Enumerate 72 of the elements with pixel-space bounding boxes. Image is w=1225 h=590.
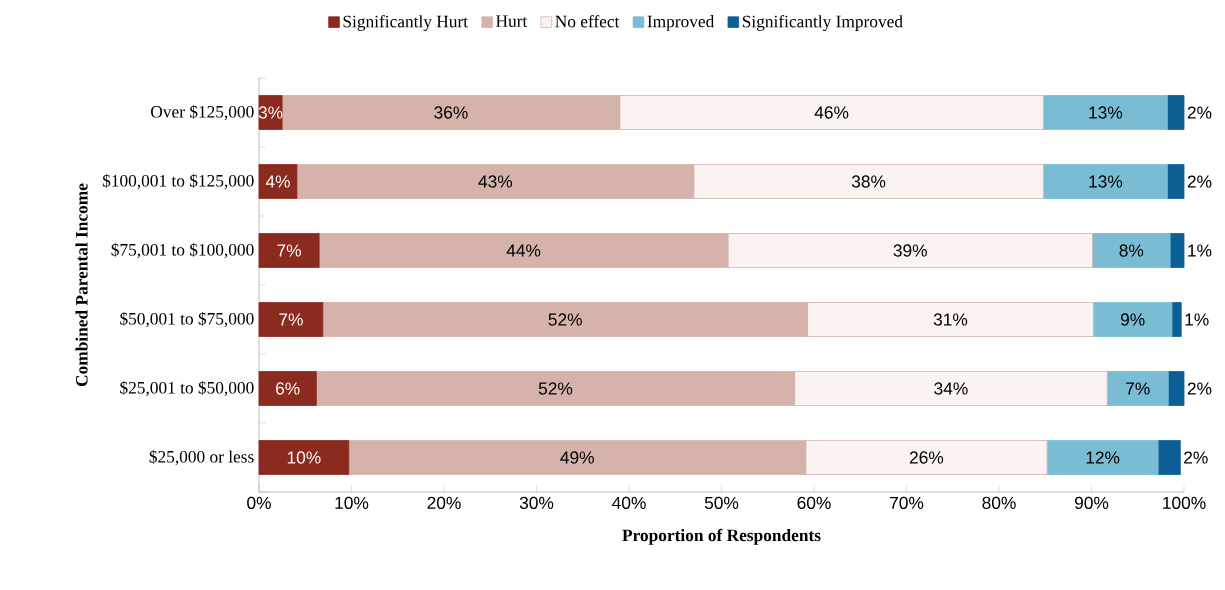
data-label: 52% [538,382,573,395]
data-label: 3% [258,106,283,119]
data-label: 39% [893,244,927,257]
data-label: 10% [287,451,321,464]
bar [258,95,283,130]
data-label: 1% [1185,313,1209,326]
x-tick-label: 40% [612,496,646,509]
bar [1169,233,1185,268]
data-label: 4% [265,175,290,188]
y-tick-label: $25,000 or less [149,449,254,466]
data-label: 46% [814,106,849,119]
x-tick-label: 0% [247,496,271,509]
bar [258,440,350,475]
bar [258,371,317,406]
x-tick-label: 90% [1074,496,1109,509]
x-tick-label: 100% [1163,496,1206,509]
x-tick-label: 10% [335,496,369,509]
data-label: 2% [1187,382,1212,395]
x-tick-label: 50% [704,496,739,509]
legend-label: Improved [647,15,715,31]
legend-label: Significantly Hurt [343,15,468,31]
bar [1043,95,1168,130]
bar [1092,233,1171,268]
data-label: 43% [478,175,513,188]
bar [1043,164,1168,199]
bar [1166,164,1185,199]
data-label: 2% [1184,451,1208,464]
data-label: 38% [851,175,886,188]
data-label: 49% [560,451,594,464]
data-label: 13% [1089,175,1123,188]
data-label: 36% [434,106,468,119]
data-label: 13% [1089,106,1123,119]
bar [1046,440,1159,475]
data-label: 7% [1126,382,1150,395]
y-tick-label: $100,001 to $125,000 [102,173,254,190]
data-label: 1% [1188,244,1212,257]
legend-label: Significantly Improved [742,15,903,31]
bar [1167,371,1185,406]
data-label: 7% [279,313,303,326]
x-tick-label: 60% [797,496,831,509]
bar [1157,440,1181,475]
legend-label: No effect [555,15,620,28]
x-axis-title: Proportion of Respondents [622,528,821,545]
data-label: 6% [276,382,300,395]
data-label: 31% [933,313,968,326]
bar [1171,302,1182,337]
data-label: 9% [1120,313,1145,326]
bar [258,233,320,268]
data-label: 44% [506,244,541,257]
x-tick-label: 80% [982,496,1016,509]
y-axis-title: Combined Parental Income [75,183,88,387]
data-label: 34% [934,382,968,395]
data-label: 8% [1119,244,1144,257]
y-tick-label: $50,001 to $75,000 [120,311,254,328]
data-label: 12% [1086,451,1120,464]
bar [1092,302,1173,337]
x-tick-label: 20% [427,496,461,509]
bar [1106,371,1169,406]
data-label: 26% [909,451,944,464]
x-tick-label: 70% [890,496,924,509]
legend-label: Hurt [496,15,528,27]
y-tick-label: $25,001 to $50,000 [120,380,254,397]
x-tick-label: 30% [519,496,554,509]
bar [258,164,298,199]
data-label: 2% [1187,175,1212,188]
data-label: 52% [548,313,582,326]
data-label: 7% [277,244,301,257]
bar [258,302,324,337]
data-label: 2% [1187,106,1212,119]
y-tick-label: $75,001 to $100,000 [111,242,254,259]
y-tick-label: Over $125,000 [151,104,254,121]
bar [1166,95,1185,130]
